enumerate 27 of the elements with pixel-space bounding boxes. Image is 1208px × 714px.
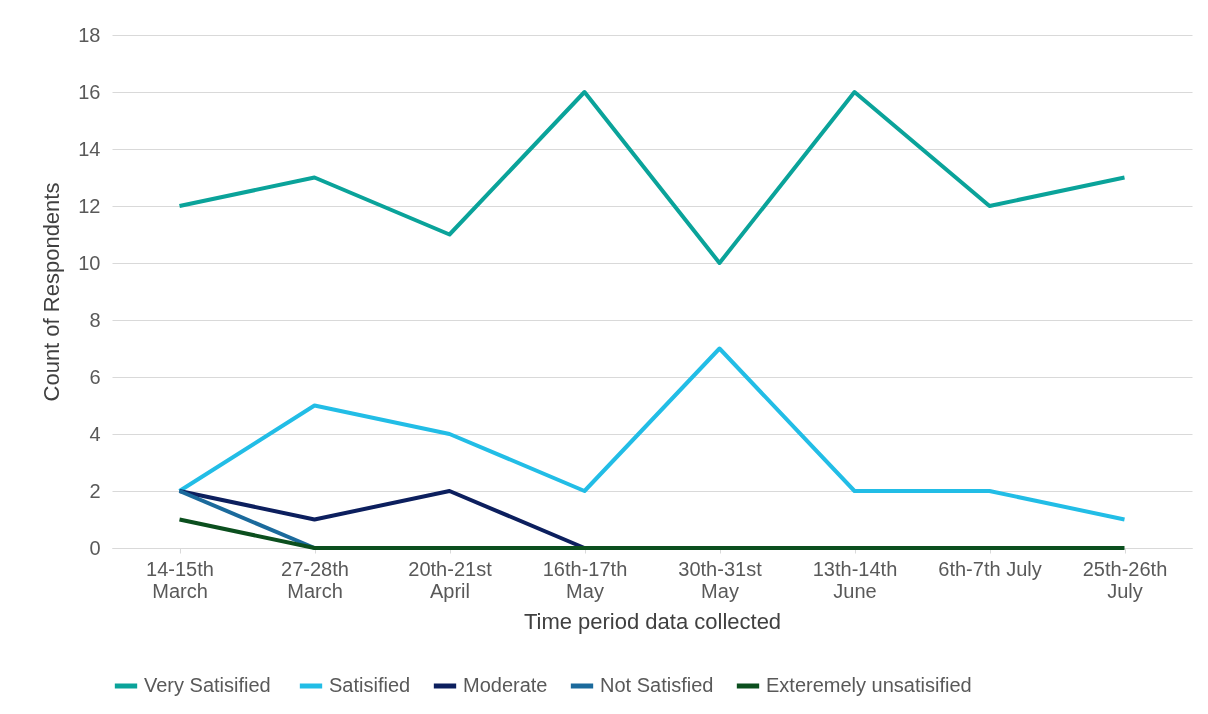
x-tick-label: 6th-7th July bbox=[938, 557, 1042, 580]
y-tick-label: 2 bbox=[89, 479, 101, 502]
line-series bbox=[177, 90, 1127, 265]
legend-label: Very Satisified bbox=[144, 674, 271, 696]
y-tick-label: 18 bbox=[78, 23, 101, 46]
y-tick-label: 14 bbox=[78, 137, 101, 160]
y-tick-label: 4 bbox=[89, 422, 101, 445]
y-axis-title: Count of Respondents bbox=[39, 182, 65, 402]
y-tick-label: 16 bbox=[78, 80, 101, 103]
y-tick-label: 6 bbox=[89, 365, 101, 388]
legend-label: Satisified bbox=[329, 674, 411, 696]
y-tick-label: 12 bbox=[78, 194, 101, 217]
x-axis-title: Time period data collected bbox=[523, 608, 782, 634]
line-series bbox=[177, 346, 1127, 522]
y-tick-label: 8 bbox=[89, 308, 101, 331]
legend-label: Not Satisfied bbox=[600, 674, 714, 696]
legend-label: Exteremely unsatisified bbox=[766, 674, 972, 696]
legend-label: Moderate bbox=[463, 674, 548, 696]
y-tick-label: 10 bbox=[78, 251, 101, 274]
x-tick-label: 30th-31st May bbox=[678, 557, 763, 602]
x-tick-label: 25th-26th July bbox=[1082, 557, 1168, 602]
x-tick-label: 27-28th March bbox=[281, 557, 349, 602]
y-tick-label: 0 bbox=[89, 536, 101, 559]
x-tick-label: 20th-21st April bbox=[408, 557, 493, 602]
x-tick-label: 14-15th March bbox=[146, 557, 214, 602]
x-tick-label: 13th-14th June bbox=[812, 557, 898, 602]
x-tick-label: 16th-17th May bbox=[542, 557, 628, 602]
